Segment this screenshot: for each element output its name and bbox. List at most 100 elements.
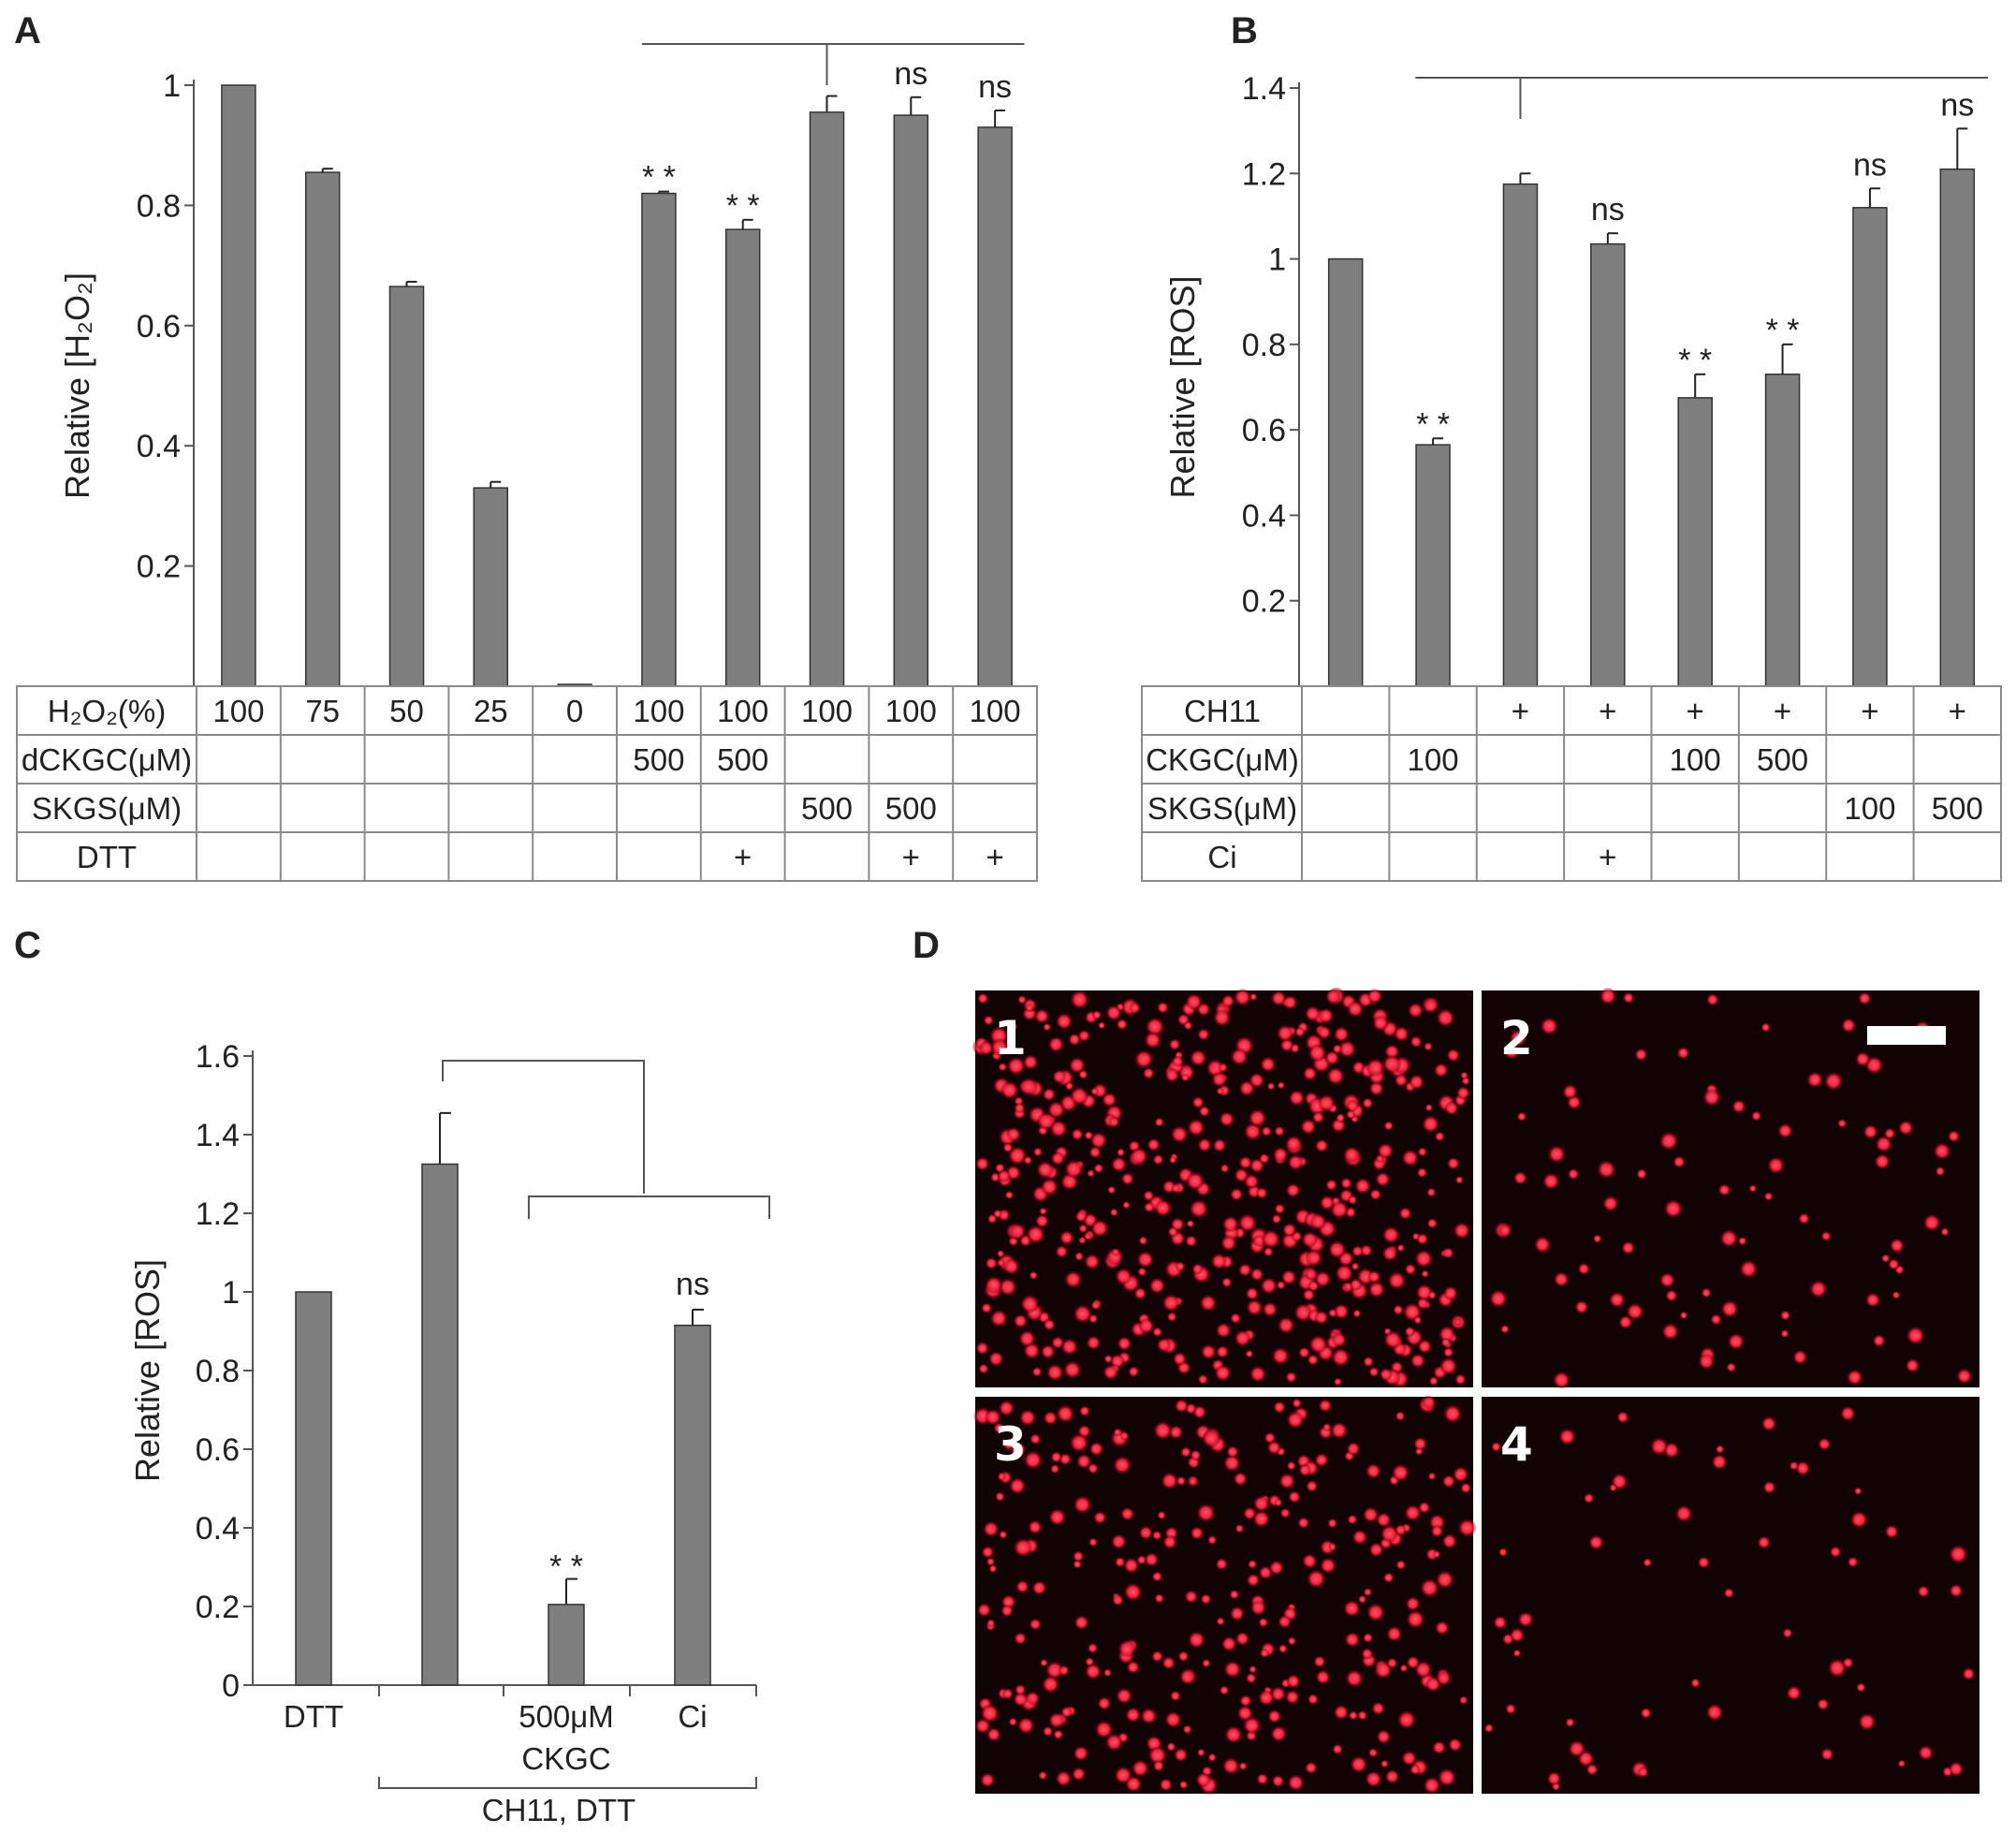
fluorescent-cell xyxy=(1116,1148,1126,1157)
fluorescent-cell xyxy=(985,1257,998,1269)
panel-c-chart: 0 0.2 0.4 0.6 0.8 1 1.2 1.4 1.6 Relative [ROS] DTT… xyxy=(128,1039,770,1827)
fluorescent-cell xyxy=(1213,1008,1231,1027)
fluorescent-cell xyxy=(1047,1101,1065,1119)
fluorescent-cell xyxy=(1004,1191,1014,1200)
fluorescent-cell xyxy=(1424,1104,1433,1112)
fluorescent-cell xyxy=(1245,1286,1259,1300)
fluorescent-cell xyxy=(1074,1495,1092,1514)
fluorescent-cell xyxy=(1780,1329,1790,1339)
fluorescent-cell xyxy=(1679,1311,1688,1320)
fluorescent-cell xyxy=(1074,1210,1088,1223)
fluorescent-cell xyxy=(1123,1558,1140,1574)
table-cell: + xyxy=(1774,694,1791,728)
fluorescent-cell xyxy=(1056,1404,1074,1423)
fluorescent-cell xyxy=(1454,1318,1462,1327)
table-cell: 500 xyxy=(717,742,768,777)
y-tick-label: 1.2 xyxy=(196,1196,240,1232)
fluorescent-cell xyxy=(1757,1535,1771,1549)
bar xyxy=(1415,444,1451,687)
fluorescent-cell xyxy=(1001,1604,1014,1618)
group-label-ch11-dtt: CH11, DTT xyxy=(482,1793,635,1827)
bar xyxy=(1590,242,1626,687)
significance-label: * * xyxy=(1678,343,1712,378)
bar xyxy=(1327,257,1364,687)
fluorescent-cell xyxy=(1260,1277,1278,1295)
fluorescent-cell xyxy=(1326,1067,1345,1085)
fluorescent-cell xyxy=(1413,1315,1423,1325)
table-cell: 100 xyxy=(633,694,684,728)
fluorescent-cell xyxy=(1143,1190,1155,1201)
fluorescent-cell xyxy=(1392,1463,1410,1482)
fluorescent-cell xyxy=(1731,1099,1746,1114)
fluorescent-cell xyxy=(1221,994,1234,1008)
fluorescent-cell xyxy=(1922,1213,1941,1232)
fluorescent-cell xyxy=(1285,1690,1300,1705)
fluorescent-cell xyxy=(1175,1261,1186,1272)
table-cell: 100 xyxy=(1408,742,1459,777)
bar xyxy=(977,126,1013,687)
fluorescent-cell xyxy=(1013,1692,1029,1707)
fluorescent-cell xyxy=(1048,1712,1065,1729)
fluorescent-cell xyxy=(1440,1337,1451,1348)
fluorescent-cell xyxy=(1719,1229,1738,1248)
fluorescent-cell xyxy=(1218,1063,1228,1073)
fluorescent-cell xyxy=(1368,1367,1380,1377)
fluorescent-cell xyxy=(1817,1698,1830,1710)
fluorescent-cell xyxy=(1088,1146,1102,1159)
fluorescent-cell xyxy=(1102,1092,1117,1107)
fluorescent-cell xyxy=(1956,1368,1973,1385)
fluorescent-cell xyxy=(1243,1716,1262,1735)
fluorescent-cell xyxy=(1271,990,1287,1006)
fluorescent-cell xyxy=(1037,1112,1056,1131)
fluorescent-cell xyxy=(1233,1472,1248,1487)
fluorescent-cell xyxy=(1039,1207,1047,1215)
fluorescent-cell xyxy=(1325,989,1341,1005)
fluorescent-cell xyxy=(1626,1302,1644,1321)
fluorescent-cell xyxy=(1059,1230,1074,1245)
fluorescent-cell xyxy=(1222,1215,1239,1233)
fluorescent-cell xyxy=(986,1727,1001,1742)
fluorescent-cell xyxy=(1872,1334,1886,1347)
fluorescent-cell xyxy=(1117,1336,1132,1351)
fluorescent-cell xyxy=(1366,1770,1382,1787)
fluorescent-cell xyxy=(1197,1748,1205,1757)
fluorescent-cell xyxy=(1443,1347,1454,1357)
fluorescent-cell xyxy=(1143,1067,1155,1079)
fluorescent-cell xyxy=(1439,1326,1456,1343)
fluorescent-cell xyxy=(1360,1244,1373,1257)
y-tick-label: 1.4 xyxy=(1242,71,1286,107)
fluorescent-cell xyxy=(1436,1570,1454,1589)
fluorescent-cell xyxy=(1190,1449,1202,1461)
fluorescent-cell xyxy=(1014,1538,1032,1558)
comparison-bracket xyxy=(528,1195,770,1219)
fluorescent-cell xyxy=(1334,1377,1342,1386)
fluorescent-cell xyxy=(1302,1288,1315,1301)
fluorescent-cell xyxy=(1307,1280,1320,1292)
fluorescent-cell xyxy=(1002,1142,1014,1153)
fluorescent-cell xyxy=(1659,1132,1678,1151)
fluorescent-cell xyxy=(1134,1049,1154,1069)
fluorescent-cell xyxy=(1558,1428,1576,1445)
fluorescent-cell xyxy=(1847,1556,1859,1568)
fluorescent-cell xyxy=(1706,993,1719,1006)
fluorescent-cell xyxy=(983,1520,1000,1537)
fluorescent-cell xyxy=(1043,1022,1051,1032)
fluorescent-cell xyxy=(1493,1615,1507,1630)
fluorescent-cell xyxy=(1422,1396,1436,1409)
y-tick-label: 0.2 xyxy=(196,1590,240,1625)
fluorescent-cell xyxy=(1363,1633,1373,1643)
fluorescent-cell xyxy=(1441,1474,1455,1489)
fluorescent-cell xyxy=(1366,989,1382,1005)
fluorescent-cell xyxy=(1001,1080,1019,1100)
fluorescent-cell xyxy=(1059,1665,1070,1677)
fluorescent-cell xyxy=(1455,1176,1464,1184)
y-tick-label: 0.4 xyxy=(137,429,181,464)
fluorescent-cell xyxy=(1068,1033,1081,1046)
fluorescent-cell xyxy=(981,1546,994,1559)
fluorescent-cell xyxy=(1277,1024,1294,1042)
fluorescent-cell xyxy=(1698,1353,1715,1370)
fluorescent-cell xyxy=(1077,1030,1090,1042)
fluorescent-cell xyxy=(1568,1740,1585,1757)
fluorescent-cell xyxy=(974,1718,991,1734)
fluorescent-cell xyxy=(1427,1291,1437,1300)
